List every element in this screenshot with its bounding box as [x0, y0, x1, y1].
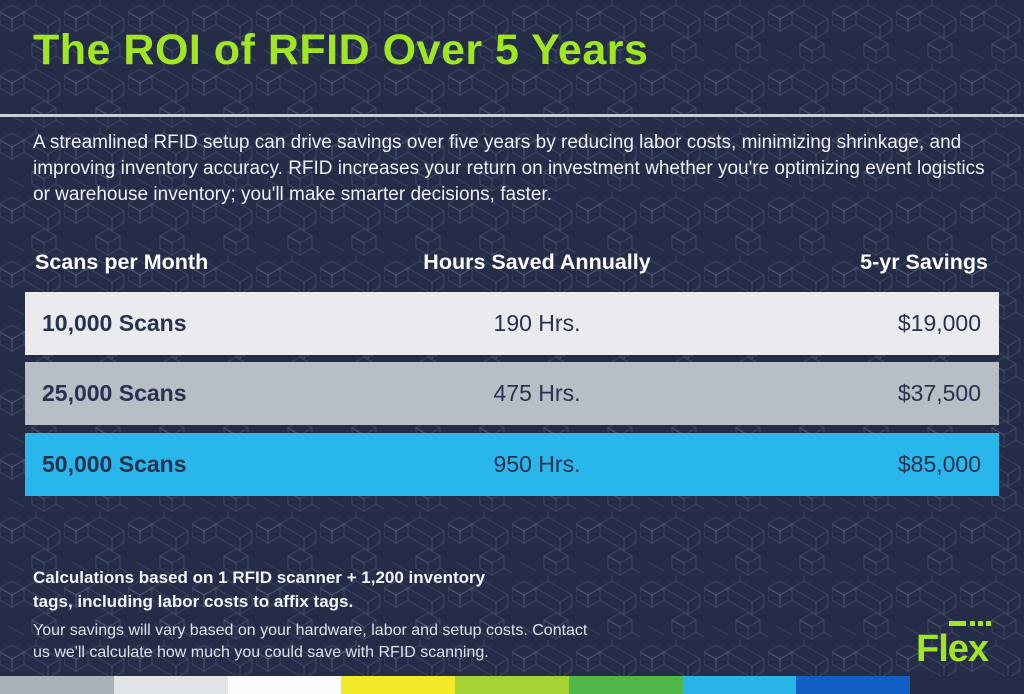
page-title: The ROI of RFID Over 5 Years	[33, 26, 649, 74]
palette-segment-green	[568, 676, 683, 694]
logo-letter-e-with-bar: e	[948, 618, 969, 668]
footnote-calculation-basis: Calculations based on 1 RFID scanner + 1…	[33, 568, 486, 611]
palette-segment-lightgray	[113, 676, 228, 694]
brand-color-strip	[0, 676, 1024, 694]
cell-hours: 475 Hrs.	[493, 380, 581, 406]
cell-savings: $37,500	[897, 380, 981, 406]
palette-segment-cyan	[682, 676, 797, 694]
footnote-disclaimer: Your savings will vary based on your har…	[33, 622, 588, 661]
cell-savings: $19,000	[897, 310, 981, 336]
cell-scans: 25,000 Scans	[42, 380, 187, 406]
palette-segment-white	[227, 676, 342, 694]
palette-segment-blue	[796, 676, 911, 694]
table-row-50000-scans-highlighted: 50,000 Scans 950 Hrs. $85,000	[25, 433, 999, 496]
palette-segment-yellow	[341, 676, 456, 694]
column-header-scans-per-month: Scans per Month	[35, 249, 209, 274]
intro-paragraph: A streamlined RFID setup can drive savin…	[33, 132, 985, 205]
logo-letters-fl: Fl	[916, 628, 949, 670]
palette-segment-gray	[0, 676, 114, 694]
cell-hours: 950 Hrs.	[493, 451, 581, 477]
table-header-row: Scans per Month Hours Saved Annually 5-y…	[25, 244, 999, 280]
cell-scans: 10,000 Scans	[42, 310, 187, 336]
flex-logo: Fl e x	[916, 618, 989, 670]
cell-savings: $85,000	[897, 451, 981, 477]
header-divider-line	[0, 114, 1024, 117]
cell-scans: 50,000 Scans	[42, 451, 187, 477]
palette-segment-navy	[910, 676, 1024, 694]
column-header-5yr-savings: 5-yr Savings	[860, 249, 988, 274]
cell-hours: 190 Hrs.	[493, 310, 581, 336]
table-row-25000-scans: 25,000 Scans 475 Hrs. $37,500	[25, 362, 999, 425]
table-row-10000-scans: 10,000 Scans 190 Hrs. $19,000	[25, 292, 999, 355]
palette-segment-lime	[455, 676, 569, 694]
logo-letter-x-with-dots: x	[968, 618, 989, 668]
column-header-hours-saved-annually: Hours Saved Annually	[423, 249, 651, 274]
